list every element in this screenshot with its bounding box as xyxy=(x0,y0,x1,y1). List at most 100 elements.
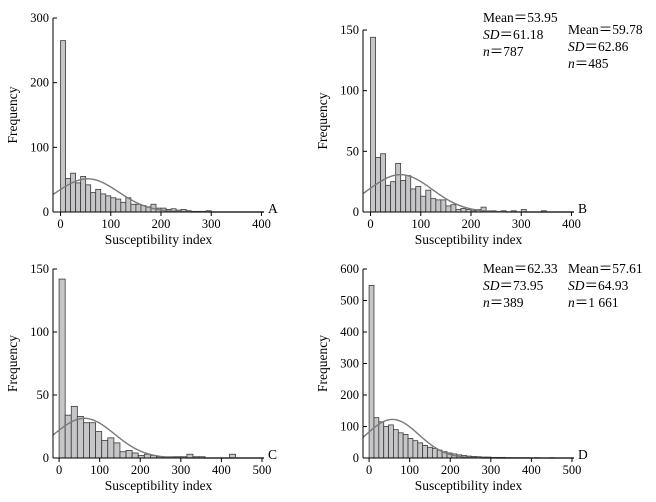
stat-sd: SD＝64.93 xyxy=(568,278,629,293)
histogram-bar xyxy=(113,442,121,459)
histogram-panel-d: 0 100 200 300 400 500 600 0 100 200 300 400 500 Susce… xyxy=(315,261,643,493)
histogram-bar xyxy=(120,201,127,213)
histogram-bar xyxy=(435,199,442,213)
histogram-bar xyxy=(397,432,404,459)
y-tick-label: 200 xyxy=(340,388,359,402)
stat-sd: SD＝62.86 xyxy=(568,39,629,54)
stat-mean: Mean＝62.33 xyxy=(483,261,558,276)
y-tick-label: 400 xyxy=(340,325,359,339)
y-axis-title: Frequency xyxy=(5,335,20,392)
y-tick-label: 50 xyxy=(37,388,50,402)
stat-mean: Mean＝59.78 xyxy=(568,22,643,37)
stat-mean: Mean＝53.95 xyxy=(483,10,558,25)
x-tick-label: 300 xyxy=(171,463,190,477)
histogram-bar xyxy=(125,450,133,459)
stat-n: n＝787 xyxy=(483,44,524,59)
histogram-bar xyxy=(400,180,407,213)
histogram-bar xyxy=(430,198,437,213)
histogram-bar xyxy=(393,429,399,459)
histogram-bar xyxy=(425,189,432,213)
histogram-bar xyxy=(395,163,402,213)
histogram-bar xyxy=(107,437,115,459)
histogram-bar xyxy=(378,421,385,459)
panel-letter: D xyxy=(578,447,588,462)
stat-n: n＝485 xyxy=(568,56,609,71)
histogram-bar xyxy=(440,199,447,213)
x-tick-label: 0 xyxy=(367,217,373,231)
histogram-bar xyxy=(422,444,428,459)
stat-sd: SD＝61.18 xyxy=(483,27,544,42)
histogram-bar xyxy=(410,188,417,213)
stat-n: n＝389 xyxy=(483,295,524,310)
x-axis-title: Susceptibility index xyxy=(415,232,523,247)
histogram-bar xyxy=(130,203,137,213)
y-tick-label: 200 xyxy=(30,76,49,90)
histogram-bar xyxy=(58,278,66,459)
histogram-bar xyxy=(412,440,419,459)
x-tick-label: 200 xyxy=(441,463,460,477)
y-tick-label: 300 xyxy=(340,357,359,371)
histogram-bar xyxy=(83,422,90,459)
x-tick-label: 400 xyxy=(522,463,541,477)
x-tick-label: 0 xyxy=(56,463,62,477)
histogram-bar xyxy=(450,204,457,213)
histogram-bar xyxy=(380,153,387,213)
y-tick-label: 300 xyxy=(30,11,49,25)
histogram-bar xyxy=(101,439,109,459)
x-tick-label: 200 xyxy=(152,217,171,231)
histogram-bar xyxy=(383,426,389,459)
stat-mean: Mean＝57.61 xyxy=(568,261,643,276)
histogram-bar xyxy=(405,175,412,213)
x-tick-label: 100 xyxy=(411,217,430,231)
panel-letter: A xyxy=(268,201,278,216)
histogram-bar xyxy=(460,207,467,213)
histogram-panel-c: 0 50 100 150 0 100 200 300 400 500 Susceptibility … xyxy=(5,261,558,493)
x-tick-label: 300 xyxy=(512,217,531,231)
histogram-bar xyxy=(135,203,142,213)
histogram-bar xyxy=(70,405,78,459)
y-tick-label: 150 xyxy=(340,23,359,37)
histogram-bar xyxy=(105,195,112,213)
histogram-bar xyxy=(415,186,422,213)
y-tick-label: 0 xyxy=(43,451,49,465)
stat-sd: SD＝73.95 xyxy=(483,278,544,293)
y-tick-label: 0 xyxy=(43,205,49,219)
histogram-bar xyxy=(80,176,87,213)
histogram-bar xyxy=(95,431,103,459)
histogram-bar xyxy=(76,416,84,459)
y-tick-label: 0 xyxy=(353,451,359,465)
x-tick-label: 300 xyxy=(481,463,500,477)
histogram-bar xyxy=(385,184,392,213)
y-tick-label: 100 xyxy=(340,420,359,434)
histogram-bar xyxy=(64,414,72,459)
y-tick-label: 600 xyxy=(340,262,359,276)
histogram-bar xyxy=(131,452,139,459)
histogram-bar xyxy=(85,184,92,213)
y-tick-label: 50 xyxy=(347,144,360,158)
histogram-bar xyxy=(89,422,97,459)
histogram-bar xyxy=(431,448,438,459)
y-axis-title: Frequency xyxy=(315,92,330,149)
histogram-bar xyxy=(427,446,433,459)
histogram-bar xyxy=(100,193,107,213)
panel-letter: C xyxy=(268,447,277,462)
x-axis-title: Susceptibility index xyxy=(105,478,213,493)
histogram-bar xyxy=(390,181,397,213)
x-tick-label: 300 xyxy=(202,217,221,231)
histogram-panel-a: 0 100 200 300 0 100 200 300 400 Susceptibility in… xyxy=(5,10,558,247)
x-tick-label: 0 xyxy=(366,463,372,477)
x-tick-label: 0 xyxy=(57,217,63,231)
histogram-bar xyxy=(75,182,82,213)
histogram-bar xyxy=(110,197,117,213)
x-tick-label: 100 xyxy=(101,217,120,231)
histogram-bar xyxy=(388,424,394,459)
panel-letter: B xyxy=(578,201,587,216)
x-axis-title: Susceptibility index xyxy=(415,478,523,493)
histogram-bar xyxy=(115,198,122,213)
stat-n: n＝1 661 xyxy=(568,295,619,310)
y-tick-label: 100 xyxy=(340,84,359,98)
x-tick-label: 400 xyxy=(252,217,271,231)
x-tick-label: 500 xyxy=(563,463,582,477)
histogram-bar xyxy=(95,188,102,213)
histogram-bar xyxy=(407,438,414,459)
